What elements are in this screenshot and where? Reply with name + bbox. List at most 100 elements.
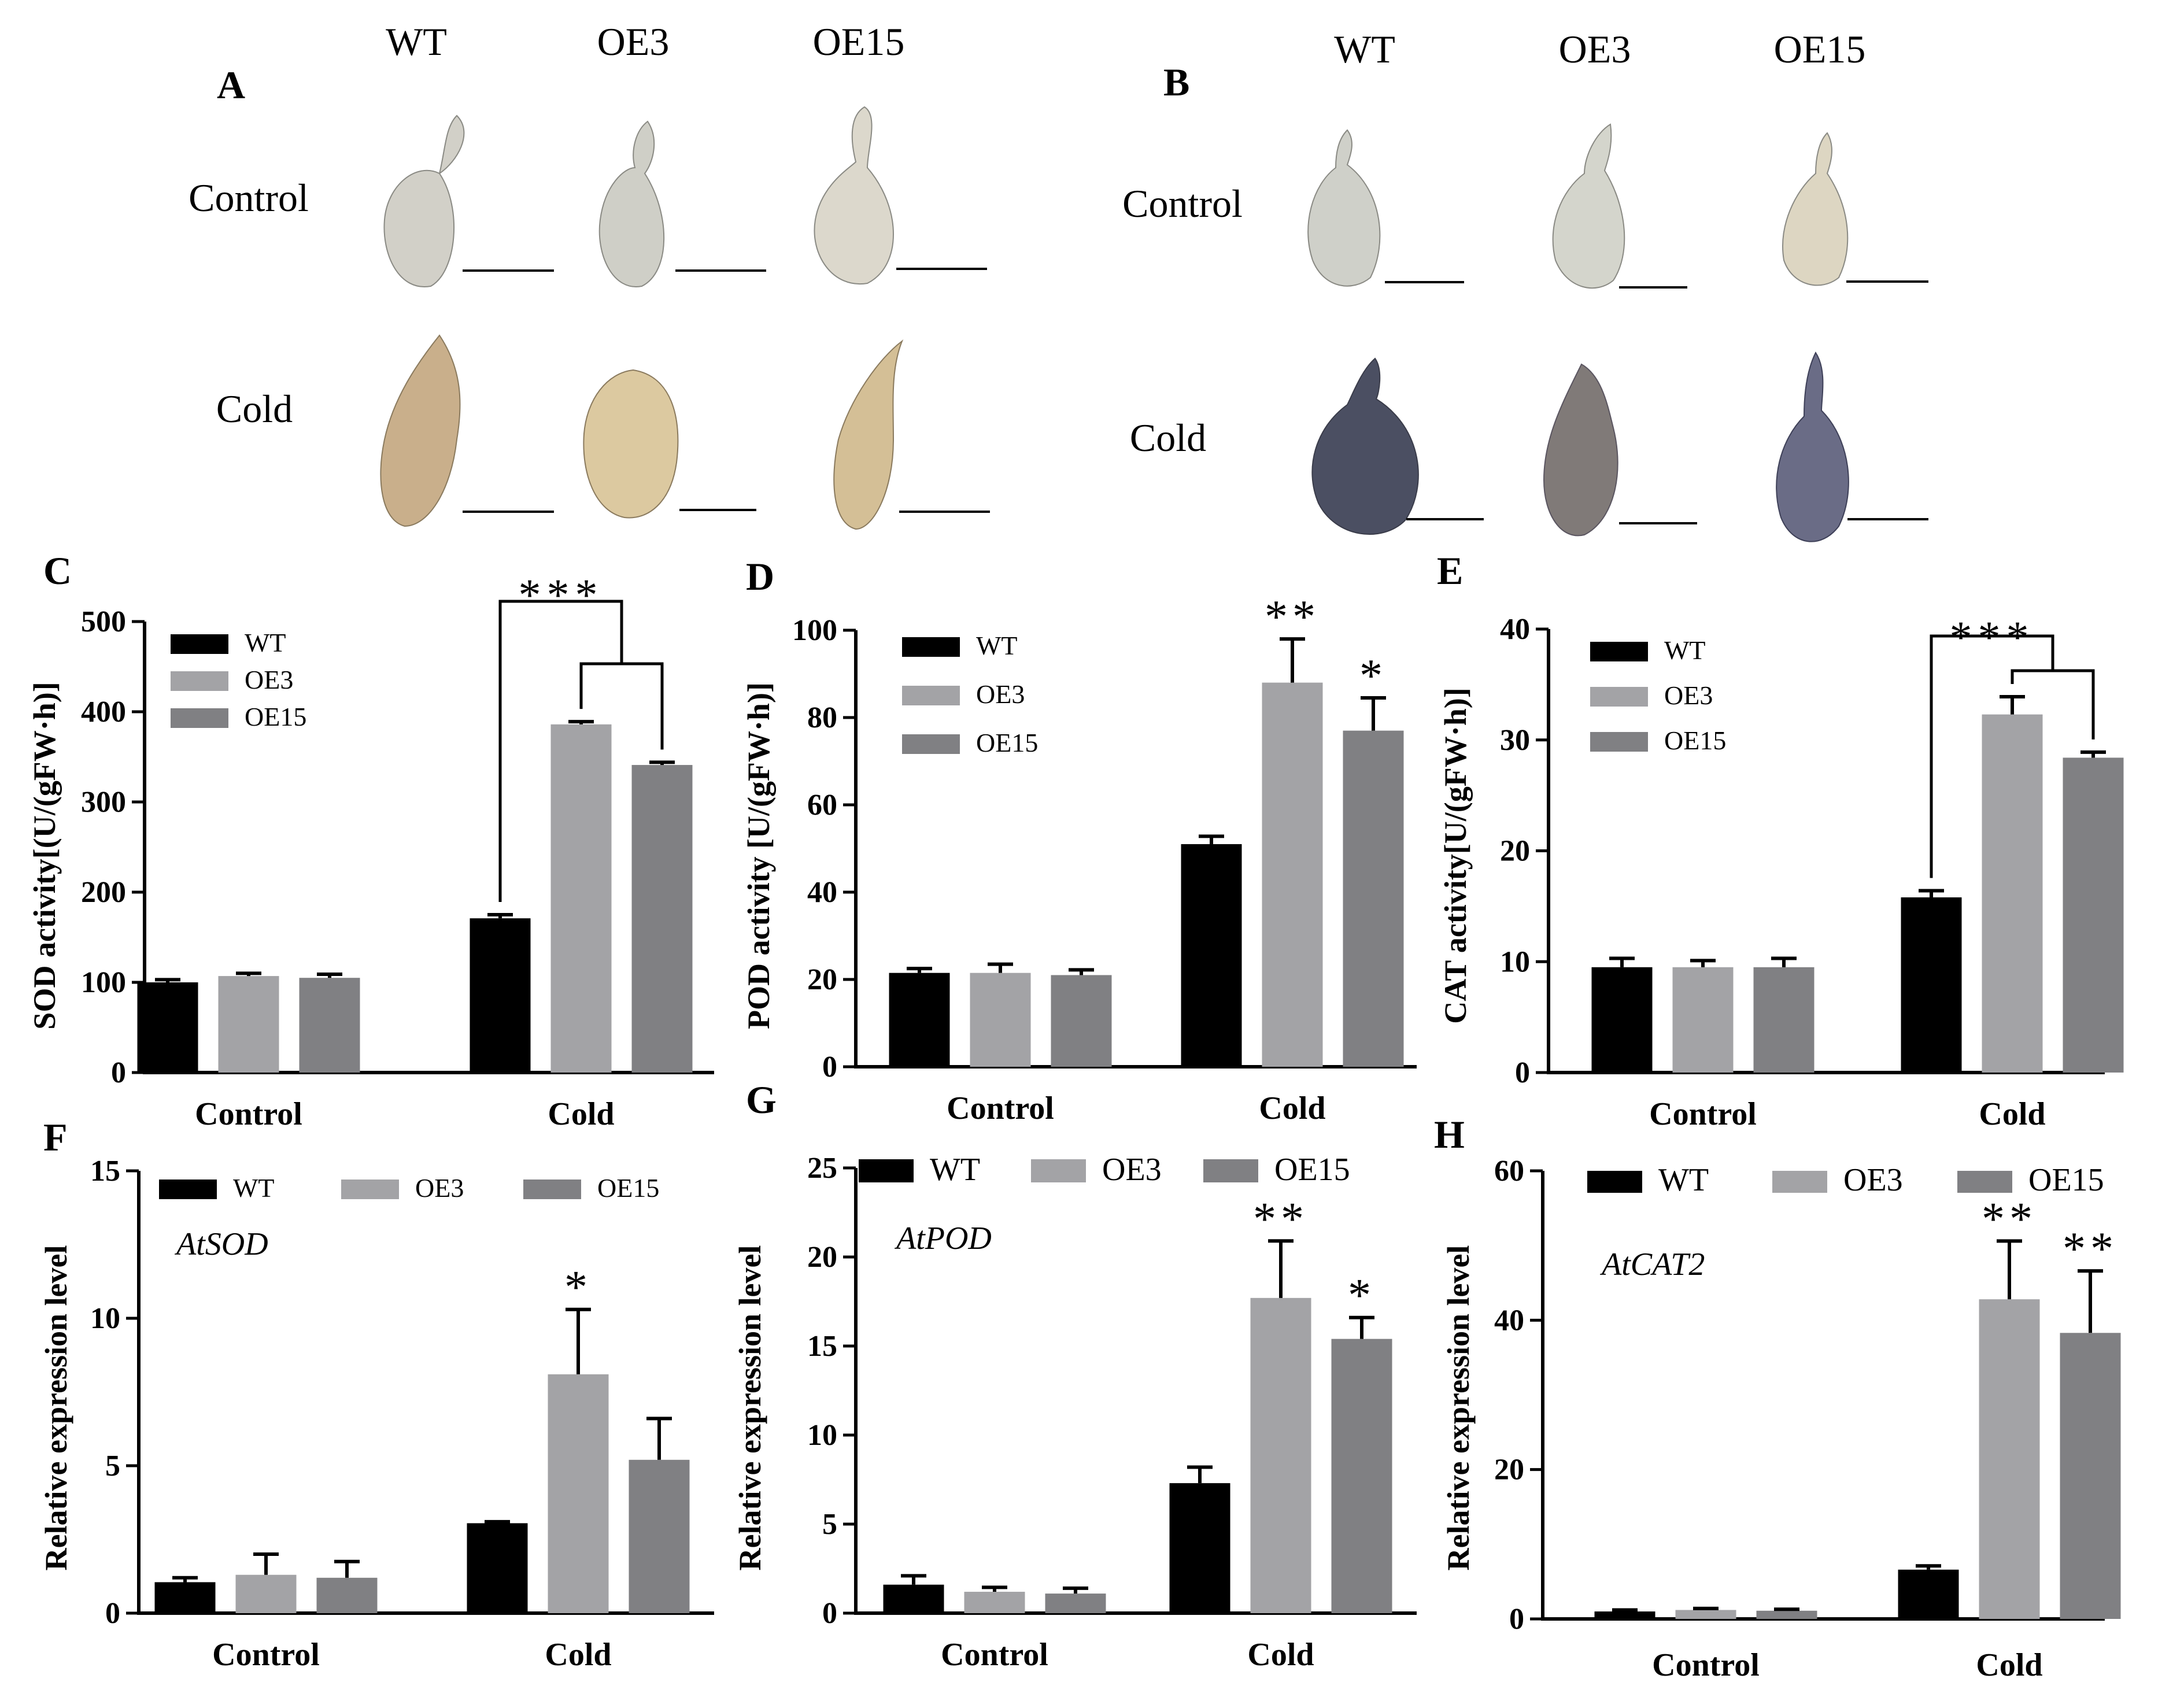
y-axis-label: Relative expression level xyxy=(39,1245,73,1571)
panel-letter-f: F xyxy=(43,1115,68,1159)
legend-label-oe3: OE3 xyxy=(245,665,293,694)
y-tick-label: 10 xyxy=(1500,945,1530,978)
y-tick-label: 400 xyxy=(81,696,126,729)
legend-swatch-wt xyxy=(1587,1171,1642,1193)
bar-oe3-control xyxy=(1675,1610,1736,1619)
x-category-label: Cold xyxy=(1259,1090,1325,1126)
gene-label: AtCAT2 xyxy=(1599,1247,1705,1282)
bar-oe15-cold xyxy=(1331,1339,1392,1613)
chart-h: H 0 20 40 60 Relative expression level Control… xyxy=(1434,1112,2121,1683)
panel-letter-g: G xyxy=(746,1078,777,1122)
y-tick-label: 500 xyxy=(81,605,126,638)
legend-swatch-wt xyxy=(171,634,228,654)
legend-swatch-oe3 xyxy=(1031,1159,1086,1182)
y-tick-label: 300 xyxy=(81,786,126,819)
x-category-label: Cold xyxy=(1247,1637,1314,1673)
bar-oe3-cold xyxy=(550,724,612,1073)
legend-label-oe15: OE15 xyxy=(245,702,306,731)
x-category-label: Control xyxy=(941,1637,1048,1673)
photo-a-col-wt: WT xyxy=(386,20,447,64)
y-axis-label: CAT activity[U/(gFW·h)] xyxy=(1438,687,1473,1023)
bar-wt-cold xyxy=(470,918,531,1073)
bar-oe3-control xyxy=(235,1574,297,1613)
bar-wt-control xyxy=(883,1584,944,1613)
gene-label: AtSOD xyxy=(174,1226,268,1262)
legend-label-wt: WT xyxy=(976,631,1018,660)
y-tick-label: 10 xyxy=(807,1419,837,1452)
photo-b-col-oe3: OE3 xyxy=(1559,27,1631,71)
leaf-a-control-wt xyxy=(383,114,465,288)
bar-oe15-cold xyxy=(2060,1333,2121,1619)
chart-g: G 0 5 10 15 20 25 Relative expression level Cont… xyxy=(733,1078,1417,1673)
bar-oe15-control xyxy=(1753,967,1815,1073)
chart-d: D 0 20 40 60 80 100 POD activity [U/(gFW·h)] Con… xyxy=(741,554,1417,1126)
bar-oe15-control xyxy=(1756,1610,1817,1619)
y-axis-label: SOD activity[(U/(gFW·h)] xyxy=(27,682,62,1029)
panel-letter-b: B xyxy=(1163,60,1189,104)
legend-label-oe3: OE3 xyxy=(1664,681,1713,710)
y-tick-label: 5 xyxy=(822,1508,837,1541)
leaf-a-cold-oe3 xyxy=(583,369,679,519)
leaf-b-cold-wt xyxy=(1311,357,1419,535)
significance-label: *** xyxy=(519,570,604,620)
bar-oe15-control xyxy=(1045,1593,1106,1613)
photo-b-row-cold: Cold xyxy=(1130,416,1206,460)
bar-oe3-cold xyxy=(548,1374,609,1613)
y-tick-label: 0 xyxy=(1515,1056,1530,1089)
legend-label-oe15: OE15 xyxy=(597,1173,659,1203)
legend-swatch-oe3 xyxy=(1590,687,1648,707)
bar-wt-cold xyxy=(1181,844,1242,1067)
legend-swatch-oe15 xyxy=(1957,1171,2012,1193)
x-category-label: Cold xyxy=(1979,1096,2045,1132)
y-tick-label: 15 xyxy=(90,1155,120,1188)
bar-wt-cold xyxy=(1898,1569,1959,1619)
bar-oe3-control xyxy=(970,973,1031,1067)
leaf-b-cold-oe3 xyxy=(1543,363,1618,537)
bar-wt-cold xyxy=(1901,897,1962,1073)
panel-letter-a: A xyxy=(217,63,245,107)
y-tick-label: 100 xyxy=(792,614,837,647)
legend-swatch-wt xyxy=(859,1159,914,1182)
x-category-label: Control xyxy=(212,1637,320,1673)
photo-a-col-oe15: OE15 xyxy=(813,20,905,64)
y-tick-label: 5 xyxy=(105,1450,120,1482)
legend-label-wt: WT xyxy=(930,1152,980,1188)
x-category-label: Control xyxy=(1652,1647,1760,1683)
y-tick-label: 60 xyxy=(1494,1155,1524,1188)
significance-label: * xyxy=(1348,1270,1376,1321)
panel-letter-c: C xyxy=(43,549,72,593)
legend-swatch-oe15 xyxy=(1590,732,1648,752)
y-tick-label: 0 xyxy=(105,1597,120,1630)
legend-swatch-wt xyxy=(159,1180,217,1199)
y-tick-label: 0 xyxy=(822,1597,837,1630)
x-category-label: Cold xyxy=(548,1096,614,1132)
y-tick-label: 40 xyxy=(1494,1304,1524,1337)
legend-swatch-oe15 xyxy=(523,1180,581,1199)
legend-label-oe15: OE15 xyxy=(2028,1162,2104,1198)
bar-oe3-control xyxy=(218,976,279,1073)
photo-a-row-cold: Cold xyxy=(216,387,293,431)
bar-wt-control xyxy=(1591,967,1653,1073)
significance-label: *** xyxy=(1950,612,2035,662)
bar-wt-control xyxy=(1594,1611,1655,1619)
x-category-label: Control xyxy=(195,1096,302,1132)
bar-oe3-cold xyxy=(1262,682,1323,1067)
legend-label-wt: WT xyxy=(1664,635,1706,665)
leaf-a-cold-wt xyxy=(380,334,461,527)
panel-letter-h: H xyxy=(1434,1112,1465,1156)
legend-swatch-oe3 xyxy=(1772,1171,1827,1193)
bar-oe3-cold xyxy=(1250,1297,1311,1613)
y-tick-label: 80 xyxy=(807,701,837,734)
legend-swatch-oe3 xyxy=(902,686,960,705)
legend-label-oe15: OE15 xyxy=(1274,1152,1350,1188)
photo-b-col-wt: WT xyxy=(1334,27,1395,71)
y-tick-label: 0 xyxy=(822,1051,837,1084)
y-tick-label: 25 xyxy=(807,1152,837,1185)
bar-wt-cold xyxy=(467,1523,528,1613)
legend-label-wt: WT xyxy=(233,1173,275,1203)
legend-label-oe15: OE15 xyxy=(1664,726,1726,755)
x-category-label: Cold xyxy=(1976,1647,2042,1683)
legend-label-oe3: OE3 xyxy=(976,679,1025,709)
y-tick-label: 20 xyxy=(807,963,837,996)
leaf-b-control-oe15 xyxy=(1782,132,1849,286)
